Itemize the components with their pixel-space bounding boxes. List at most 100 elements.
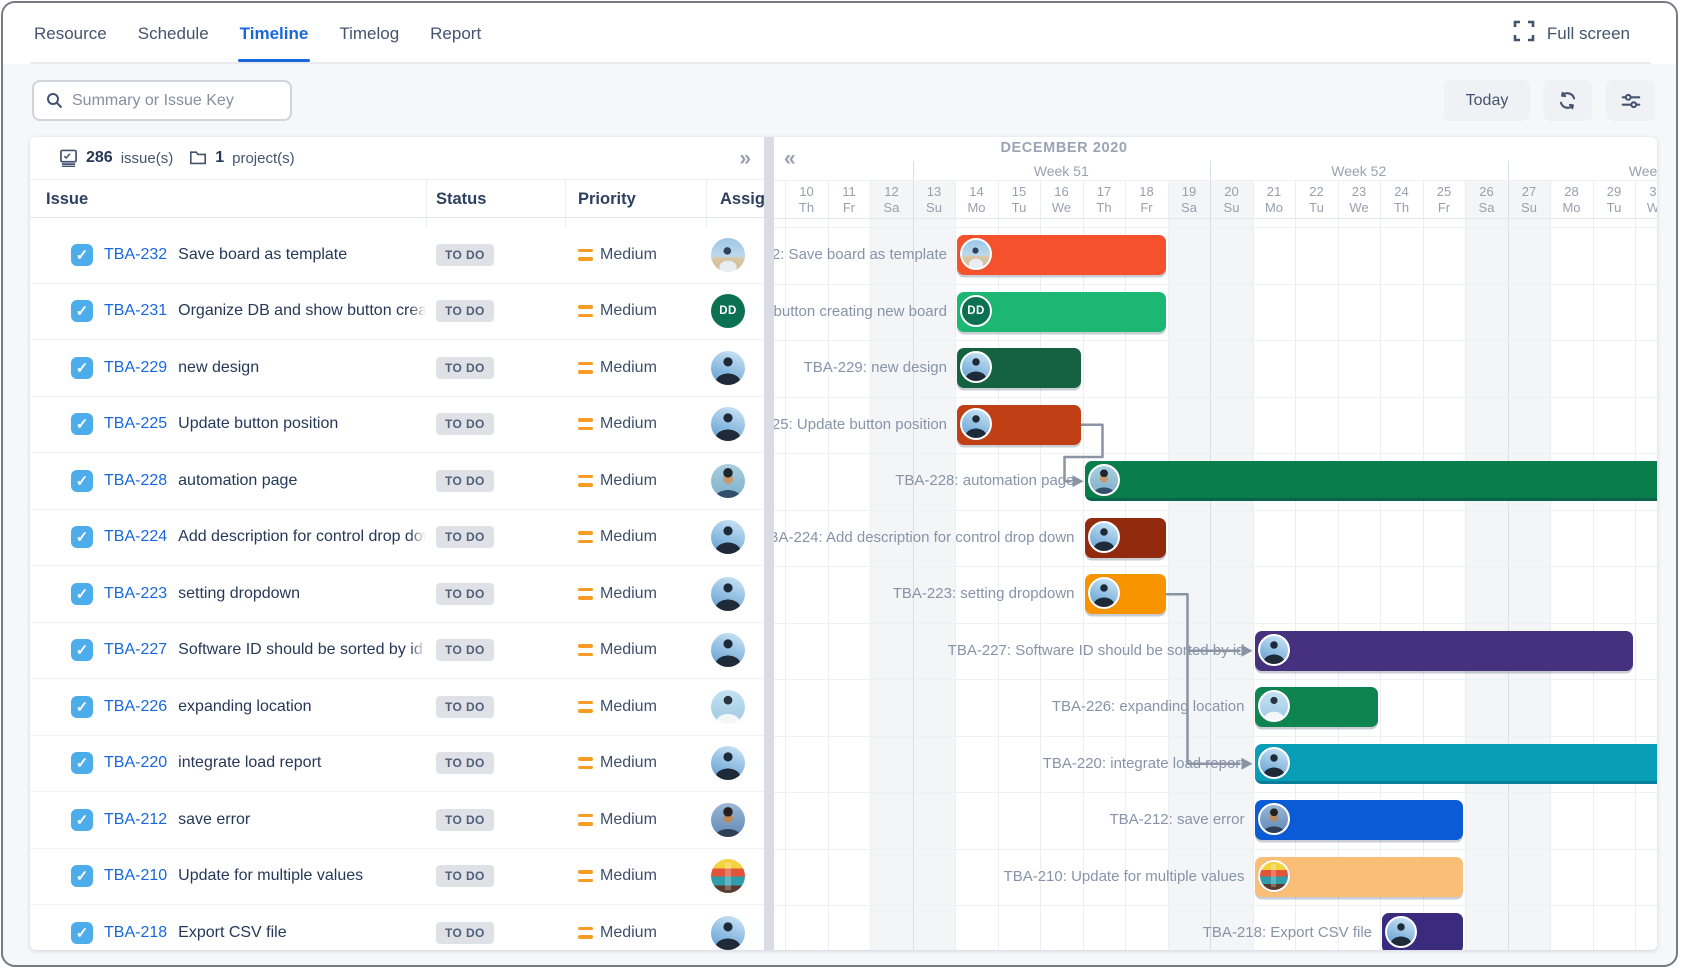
issue-checkbox[interactable]: ✓: [71, 413, 93, 436]
tab-timelog[interactable]: Timelog: [339, 23, 400, 43]
gantt-bar-TBA-227[interactable]: [1254, 630, 1633, 671]
assignee-avatar[interactable]: [711, 520, 745, 555]
day-gridline: [870, 180, 871, 950]
status-badge: TO DO: [436, 300, 494, 323]
issue-key-link[interactable]: TBA-226: [104, 697, 168, 715]
tab-schedule[interactable]: Schedule: [137, 23, 209, 43]
issue-key-link[interactable]: TBA-225: [104, 415, 168, 433]
day-header-25: 25 Fr: [1436, 184, 1452, 216]
gantt-bar-TBA-220[interactable]: [1254, 743, 1657, 784]
issue-checkbox[interactable]: ✓: [71, 243, 93, 266]
header-divider: [774, 180, 1657, 181]
tab-timeline[interactable]: Timeline: [237, 6, 311, 62]
day-gridline: [1125, 180, 1126, 950]
issue-key-link[interactable]: TBA-224: [104, 528, 168, 546]
issue-key-link[interactable]: TBA-232: [104, 245, 168, 263]
gantt-bar-label: TBA-227: Software ID should be sorted by…: [947, 641, 1245, 659]
issue-checkbox[interactable]: ✓: [71, 639, 93, 662]
gantt-bar-TBA-231[interactable]: [957, 291, 1166, 332]
gantt-bar-TBA-210[interactable]: [1254, 856, 1463, 897]
day-header-27: 27 Su: [1521, 184, 1537, 216]
issue-summary: save error: [178, 810, 251, 828]
gantt-bar-TBA-212[interactable]: [1254, 800, 1463, 840]
issue-checkbox[interactable]: ✓: [71, 469, 93, 492]
gantt-bar-TBA-223[interactable]: [1084, 574, 1166, 614]
gantt-bar-TBA-225[interactable]: [957, 404, 1081, 445]
issue-summary: Organize DB and show button creating new…: [178, 302, 426, 320]
gantt-bar-TBA-226[interactable]: [1254, 687, 1378, 727]
priority-cell: Medium: [578, 623, 657, 679]
assignee-avatar[interactable]: [711, 463, 745, 498]
issue-checkbox[interactable]: ✓: [71, 865, 93, 888]
collapse-panel-button[interactable]: »: [739, 147, 751, 170]
search-input[interactable]: Summary or Issue Key: [32, 80, 292, 121]
day-header-13: 13 Su: [926, 184, 942, 216]
issue-key-link[interactable]: TBA-212: [104, 810, 168, 828]
gantt-bar-TBA-229[interactable]: [957, 348, 1081, 388]
status-cell: TO DO: [436, 623, 494, 679]
refresh-button[interactable]: [1543, 80, 1592, 121]
issue-cell: ✓ TBA-231 Organize DB and show button cr…: [30, 283, 426, 340]
priority-label: Medium: [600, 415, 657, 433]
issue-checkbox[interactable]: ✓: [71, 921, 93, 944]
issue-checkbox[interactable]: ✓: [71, 695, 93, 718]
assignee-avatar[interactable]: [711, 689, 745, 724]
priority-label: Medium: [600, 584, 657, 602]
gantt-bar-label: TBA-232: Save board as template: [774, 246, 947, 263]
bar-assignee-avatar: [1257, 633, 1290, 666]
assignee-avatar[interactable]: [711, 576, 745, 611]
issue-checkbox[interactable]: ✓: [71, 356, 93, 379]
weekend-column: [1167, 180, 1210, 950]
panel-splitter[interactable]: [764, 137, 774, 950]
assignee-avatar[interactable]: [711, 237, 745, 272]
priority-medium-icon: [578, 644, 593, 657]
assignee-avatar[interactable]: [711, 859, 745, 894]
gantt-bar-TBA-228[interactable]: [1084, 461, 1657, 501]
issue-checkbox[interactable]: ✓: [71, 582, 93, 605]
issue-key-link[interactable]: TBA-227: [104, 641, 168, 659]
status-cell: TO DO: [436, 566, 494, 622]
issue-key-link[interactable]: TBA-229: [104, 358, 168, 376]
issue-checkbox[interactable]: ✓: [71, 752, 93, 775]
assignee-avatar[interactable]: [711, 915, 745, 950]
view-settings-button[interactable]: [1606, 80, 1655, 121]
issue-key-link[interactable]: TBA-223: [104, 584, 168, 602]
row-divider: [774, 622, 1657, 624]
status-cell: TO DO: [436, 453, 494, 509]
today-button[interactable]: Today: [1444, 80, 1530, 121]
nav-tabs: Resource Schedule Timeline Timelog Report: [32, 3, 483, 64]
issue-row-TBA-212: ✓ TBA-212 save error TO DO Medium: [30, 792, 764, 849]
issue-cell: ✓ TBA-224 Add description for control dr…: [30, 509, 426, 566]
expand-panel-button[interactable]: «: [784, 147, 796, 170]
status-badge: TO DO: [436, 695, 494, 718]
tab-resource[interactable]: Resource: [34, 23, 107, 43]
table-header: Issue Status Priority Assignee: [30, 180, 764, 218]
bar-assignee-avatar: [1087, 464, 1120, 496]
assignee-avatar[interactable]: [711, 802, 745, 837]
issue-checkbox[interactable]: ✓: [71, 300, 93, 323]
day-header-17: 17 Th: [1096, 184, 1112, 216]
issue-key-link[interactable]: TBA-220: [104, 754, 168, 772]
issue-key-link[interactable]: TBA-218: [104, 923, 168, 941]
priority-medium-icon: [578, 926, 593, 939]
issue-key-link[interactable]: TBA-231: [104, 302, 168, 320]
gantt-bar-TBA-218[interactable]: [1382, 913, 1463, 950]
bar-assignee-avatar: [1257, 859, 1290, 892]
assignee-avatar[interactable]: [711, 294, 745, 329]
assignee-cell: [711, 284, 745, 340]
issue-key-link[interactable]: TBA-210: [104, 867, 168, 885]
issue-checkbox[interactable]: ✓: [71, 526, 93, 549]
issue-key-link[interactable]: TBA-228: [104, 471, 168, 489]
fullscreen-button[interactable]: Full screen: [1513, 3, 1630, 64]
assignee-avatar[interactable]: [711, 633, 745, 668]
tab-report[interactable]: Report: [430, 23, 482, 43]
gantt-bar-TBA-232[interactable]: [957, 235, 1166, 275]
issue-summary: Export CSV file: [178, 923, 287, 941]
assignee-avatar[interactable]: [711, 407, 745, 442]
gantt-bar-TBA-224[interactable]: [1084, 517, 1166, 558]
issue-checkbox[interactable]: ✓: [71, 808, 93, 831]
day-header-23: 23 We: [1349, 184, 1369, 216]
assignee-avatar[interactable]: [711, 746, 745, 781]
issue-cell: ✓ TBA-228 automation page: [30, 453, 426, 509]
assignee-avatar[interactable]: [711, 350, 745, 385]
